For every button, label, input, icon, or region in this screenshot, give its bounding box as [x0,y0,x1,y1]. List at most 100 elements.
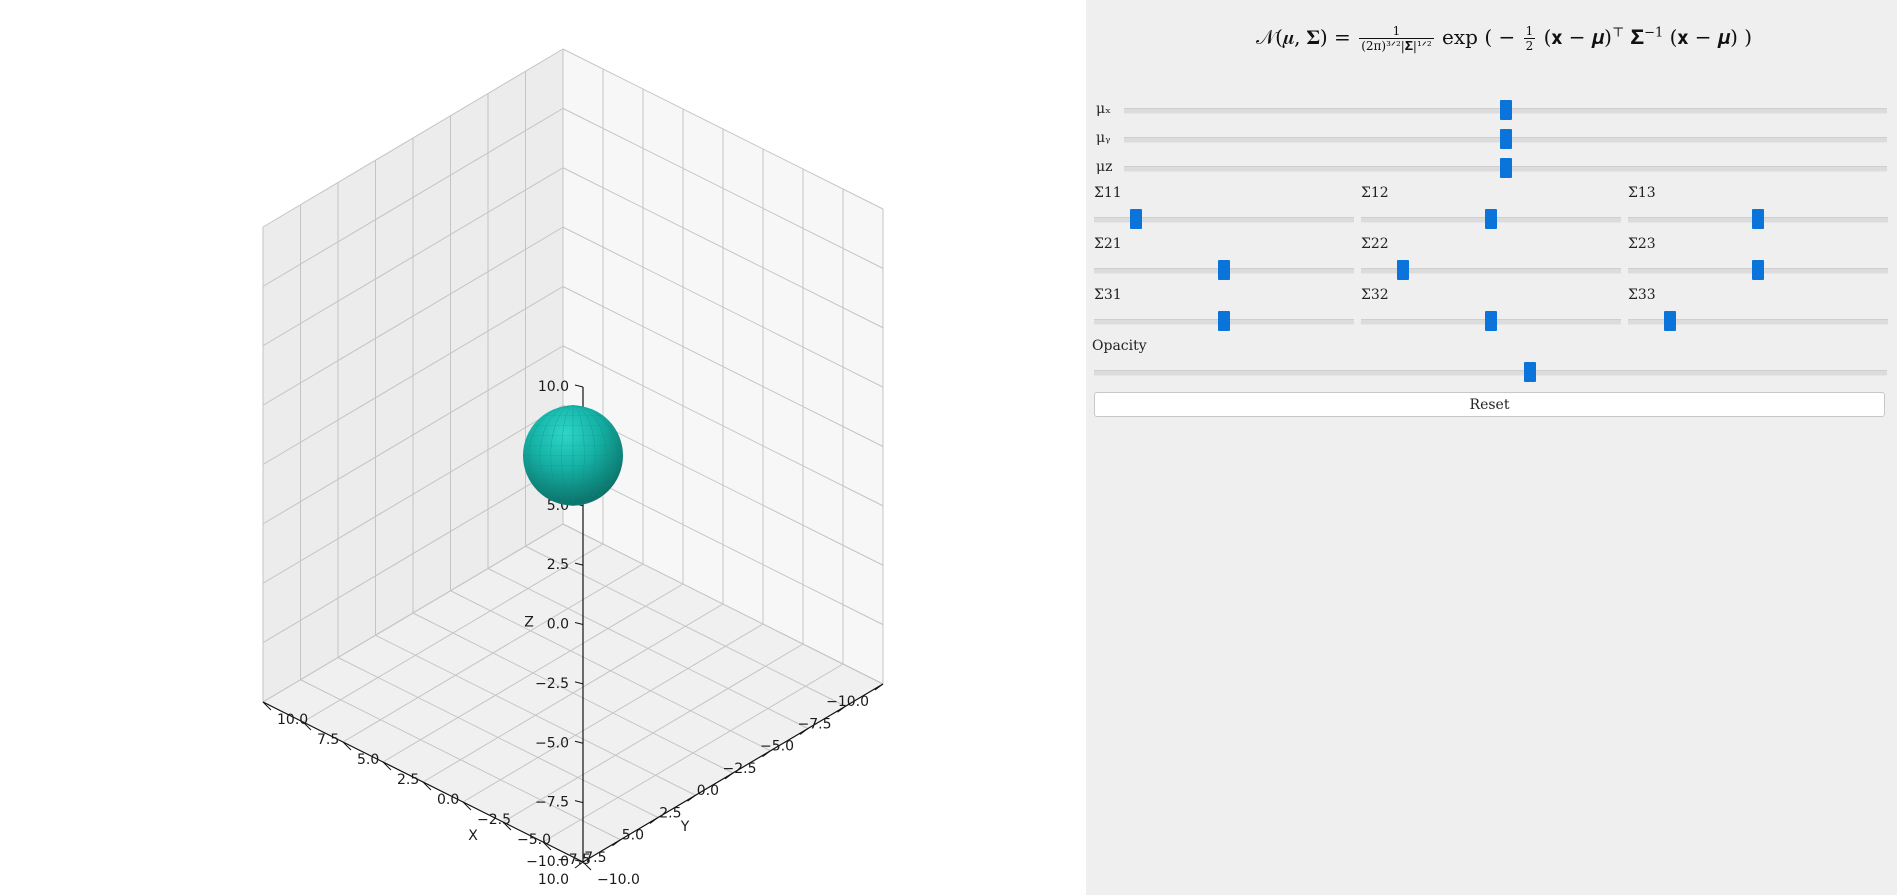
x-tick-label: 7.5 [317,732,339,748]
y-axis-label: Y [680,819,690,835]
gaussian-formula: 𝒩(𝝁, 𝚺) = 1 (2π)³ᐟ²|𝚺|¹ᐟ² exp ( − 1 2 (𝐱… [1256,24,1752,53]
3d-plot-area[interactable]: −10.0 −10.0 −10.0 −7.5 −7.5 −7.5 −5.0 −5.0 −5.0−… [0,0,1086,895]
z-tick-mark [574,384,584,388]
y-tick-label: 2.5 [659,805,681,821]
mu-y-slider-handle[interactable] [1499,129,1512,149]
sigma-13-slider-handle[interactable] [1752,209,1764,229]
x-tick-mark [542,841,552,851]
y-tick-mark [874,683,884,691]
formula-half-den: 2 [1525,39,1534,53]
opacity-track[interactable] [1094,370,1887,376]
y-tick-mark [574,861,584,869]
formula-quad-1: (𝐱 − 𝝁) [1543,25,1612,49]
formula-normalizer: 1 (2π)³ᐟ²|𝚺|¹ᐟ² [1359,24,1434,53]
3d-plot-canvas[interactable]: −10.0−10.0−10.0−7.5−7.5−7.5−5.0−5.0−5.0−… [0,0,1086,895]
gaussian-ellipsoid [523,405,623,506]
y-tick-mark [649,817,659,824]
z-tick-mark [574,681,584,685]
z-tick-mark [574,622,584,625]
z-tick-mark [574,800,584,804]
sigma-11-track[interactable] [1094,217,1354,223]
x-tick-mark [342,741,352,751]
x-tick-label: 2.5 [397,772,419,788]
ellipsoid-meridian [561,405,585,506]
z-tick-mark [574,562,584,566]
sigma-13-label: Σ13 [1628,185,1656,201]
floor-gridline-y [337,657,659,818]
x-tick-mark [502,821,512,831]
z-tick-label: −2.5 [535,676,569,692]
sigma-11-slider-handle[interactable] [1129,209,1142,229]
side-gridline-z [262,48,564,228]
back-gridline-z [562,286,884,447]
mu-z-slider-handle[interactable] [1499,158,1512,178]
y-tick-label: −5.0 [760,739,794,755]
control-panel: 𝒩(𝝁, 𝚺) = 1 (2π)³ᐟ²|𝚺|¹ᐟ² exp ( − 1 2 (𝐱… [1086,0,1897,895]
z-tick-mark [574,740,584,744]
y-tick-mark [799,728,809,735]
formula-inverse: −1 [1644,25,1664,41]
ellipsoid-meridian [528,405,618,506]
z-tick-label: 0.0 [547,617,569,633]
formula-exp: exp [1442,25,1478,49]
y-tick-label: 7.5 [584,850,606,866]
opacity-slider-handle[interactable] [1524,362,1537,382]
formula-paren-open: ( [1484,25,1493,49]
mu-x-label: μₓ [1096,101,1112,117]
x-tick-label: 0.0 [437,792,459,808]
ellipsoid-meridian [561,405,585,506]
sigma-33-label: Σ33 [1628,287,1656,303]
sigma-31-slider-handle[interactable] [1218,311,1230,331]
sigma-22-track[interactable] [1361,268,1621,274]
sigma-31-label: Σ31 [1094,287,1122,303]
y-tick-label: 10.0 [538,872,569,888]
x-tick-label: −10.0 [597,872,640,888]
sigma-12-label: Σ12 [1361,185,1389,201]
sigma-33-slider-handle[interactable] [1663,311,1676,331]
side-gridline-z [262,167,564,347]
ellipsoid-meridian [550,405,596,506]
side-gridline-z [262,226,564,406]
x-tick-label: −2.5 [477,812,511,828]
y-tick-mark [612,839,621,847]
sigma-33-track[interactable] [1628,319,1888,325]
sigma-32-label: Σ32 [1361,287,1389,303]
x-tick-mark [422,781,432,791]
y-tick-mark [762,750,771,758]
floor-gridline-y [300,679,621,841]
y-tick-mark [724,772,734,780]
sigma-32-slider-handle[interactable] [1485,311,1497,331]
y-tick-mark [837,705,846,713]
mu-x-slider-handle[interactable] [1499,100,1512,120]
opacity-label: Opacity [1092,338,1147,354]
formula-half-num: 1 [1523,24,1536,39]
reset-button[interactable]: Reset [1094,392,1885,417]
y-tick-label: −10.0 [826,694,869,710]
z-tick-mark [574,859,584,863]
floor-gridline-y [375,634,696,796]
side-gridline-z [262,286,564,465]
x-tick-label: 10.0 [277,712,308,728]
sigma-22-slider-handle[interactable] [1396,260,1409,280]
x-tick-label: 5.0 [357,752,379,768]
sigma-22-label: Σ22 [1361,236,1389,252]
mu-y-label: μᵧ [1096,130,1111,146]
sigma-12-slider-handle[interactable] [1485,209,1497,229]
back-gridline-z [562,107,884,269]
x-tick-mark [382,761,392,771]
y-tick-label: 5.0 [622,828,644,844]
floor-gridline-x [302,543,604,723]
z-tick-label: −5.0 [535,735,569,751]
sigma-21-slider-handle[interactable] [1218,260,1230,280]
mu-z-label: μz [1096,159,1113,175]
sigma-23-slider-handle[interactable] [1752,260,1764,280]
x-tick-label: −7.5 [557,852,591,868]
x-axis-label: X [468,828,478,844]
z-axis-label: Z [524,615,534,631]
formula-lhs: 𝒩(𝝁, 𝚺) = [1256,25,1351,49]
ellipsoid-meridian [539,405,607,506]
z-tick-label: −7.5 [535,795,569,811]
y-tick-label: 0.0 [697,783,719,799]
sigma-11-label: Σ11 [1094,185,1122,201]
formula-transpose: ⊤ [1611,25,1625,41]
